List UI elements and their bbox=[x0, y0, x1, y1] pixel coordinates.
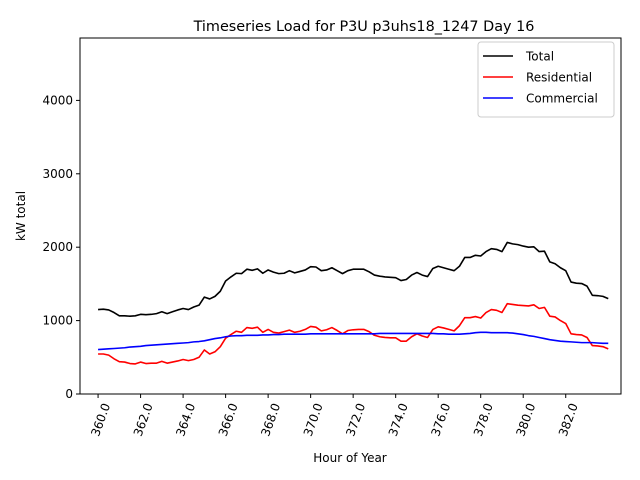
x-tick-label: 368.0 bbox=[258, 401, 283, 438]
legend: Total Residential Commercial bbox=[477, 41, 615, 118]
legend-label-residential: Residential bbox=[526, 71, 592, 85]
y-tick-label: 3000 bbox=[42, 167, 73, 181]
y-tick-label: 1000 bbox=[42, 314, 73, 328]
legend-label-commercial: Commercial bbox=[526, 92, 598, 106]
legend-label-total: Total bbox=[525, 50, 554, 64]
x-tick-label: 364.0 bbox=[173, 401, 198, 438]
x-tick-label: 378.0 bbox=[471, 401, 496, 438]
x-tick-label: 366.0 bbox=[216, 401, 241, 438]
y-axis-label: kW total bbox=[14, 191, 28, 241]
x-axis-label: Hour of Year bbox=[313, 451, 387, 465]
series-line-commercial bbox=[98, 331, 609, 351]
y-axis: 0 1000 2000 3000 4000 bbox=[42, 93, 80, 401]
y-tick-label: 4000 bbox=[42, 93, 73, 107]
x-tick-label: 374.0 bbox=[386, 401, 411, 438]
series-line-residential bbox=[98, 302, 609, 365]
x-tick-label: 380.0 bbox=[513, 401, 538, 438]
x-tick-label: 382.0 bbox=[556, 401, 581, 438]
y-tick-label: 0 bbox=[65, 387, 73, 401]
y-tick-label: 2000 bbox=[42, 240, 73, 254]
plot-frame bbox=[79, 37, 622, 395]
series-line-total bbox=[98, 241, 609, 317]
series-layer bbox=[98, 241, 609, 365]
x-tick-label: 360.0 bbox=[88, 401, 113, 438]
chart-title: Timeseries Load for P3U p3uhs18_1247 Day… bbox=[193, 19, 535, 35]
x-axis: 360.0 362.0 364.0 366.0 368.0 370.0 372.0 374.0… bbox=[88, 394, 581, 438]
x-tick-label: 362.0 bbox=[131, 401, 156, 438]
x-tick-label: 376.0 bbox=[428, 401, 453, 438]
x-tick-label: 372.0 bbox=[343, 401, 368, 438]
x-tick-label: 370.0 bbox=[301, 401, 326, 438]
